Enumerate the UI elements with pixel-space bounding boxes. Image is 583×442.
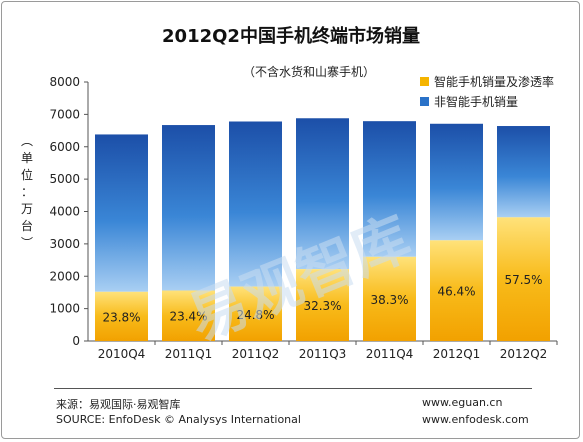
legend-swatch xyxy=(420,77,429,86)
y-tick-label: 7000 xyxy=(49,107,80,121)
chart-title: 2012Q2中国手机终端市场销量 xyxy=(162,25,420,47)
chart-subtitle: （不含水货和山寨手机） xyxy=(243,64,375,79)
footer-divider xyxy=(54,388,532,389)
url-enfodesk: www.enfodesk.com xyxy=(422,413,529,426)
legend-swatch xyxy=(420,97,429,106)
x-tick-label: 2010Q4 xyxy=(98,347,146,361)
data-label-penetration: 38.3% xyxy=(370,293,408,307)
y-tick-label: 1000 xyxy=(49,302,80,316)
x-tick-label: 2011Q2 xyxy=(232,347,280,361)
y-tick-label: 5000 xyxy=(49,172,80,186)
bar-non-smartphone xyxy=(363,121,416,257)
y-tick-label: 3000 xyxy=(49,237,80,251)
x-tick-label: 2011Q3 xyxy=(299,347,347,361)
bar-smartphone xyxy=(95,291,148,341)
x-tick-label: 2012Q2 xyxy=(500,347,548,361)
bar-smartphone xyxy=(296,269,349,341)
data-label-penetration: 32.3% xyxy=(303,299,341,313)
bar-non-smartphone xyxy=(162,125,215,291)
bar-non-smartphone xyxy=(95,134,148,292)
bar-smartphone xyxy=(363,256,416,341)
data-label-penetration: 57.5% xyxy=(504,273,542,287)
source-en: SOURCE: EnfoDesk © Analysys Internationa… xyxy=(56,413,301,426)
bar-smartphone xyxy=(430,240,483,341)
bar-non-smartphone xyxy=(296,118,349,270)
x-tick-label: 2012Q1 xyxy=(433,347,481,361)
y-tick-label: 6000 xyxy=(49,140,80,154)
y-tick-label: 8000 xyxy=(49,75,80,89)
data-label-penetration: 24.8% xyxy=(236,308,274,322)
bar-non-smartphone xyxy=(430,123,483,241)
y-tick-label: 2000 xyxy=(49,269,80,283)
bar-non-smartphone xyxy=(229,121,282,287)
y-axis-label: ︵单位：万台︶ xyxy=(21,134,33,250)
data-label-penetration: 46.4% xyxy=(437,285,475,299)
bar-non-smartphone xyxy=(497,126,550,218)
y-tick-label: 0 xyxy=(72,334,80,348)
bar-smartphone xyxy=(497,217,550,341)
bar-smartphone xyxy=(162,290,215,341)
data-label-penetration: 23.8% xyxy=(102,310,140,324)
legend-label: 非智能手机销量 xyxy=(434,94,518,109)
x-tick-label: 2011Q1 xyxy=(165,347,213,361)
bar-smartphone xyxy=(229,286,282,341)
y-tick-label: 4000 xyxy=(49,205,80,219)
legend-label: 智能手机销量及渗透率 xyxy=(434,74,554,89)
source-cn: 来源：易观国际·易观智库 xyxy=(56,398,181,411)
url-eguan: www.eguan.cn xyxy=(422,396,503,409)
plot-area: 0 1000 2000 3000 4000 5000 6000 7000 8000 23.8% 20… xyxy=(49,75,558,361)
x-tick-label: 2011Q4 xyxy=(366,347,414,361)
data-label-penetration: 23.4% xyxy=(169,310,207,324)
